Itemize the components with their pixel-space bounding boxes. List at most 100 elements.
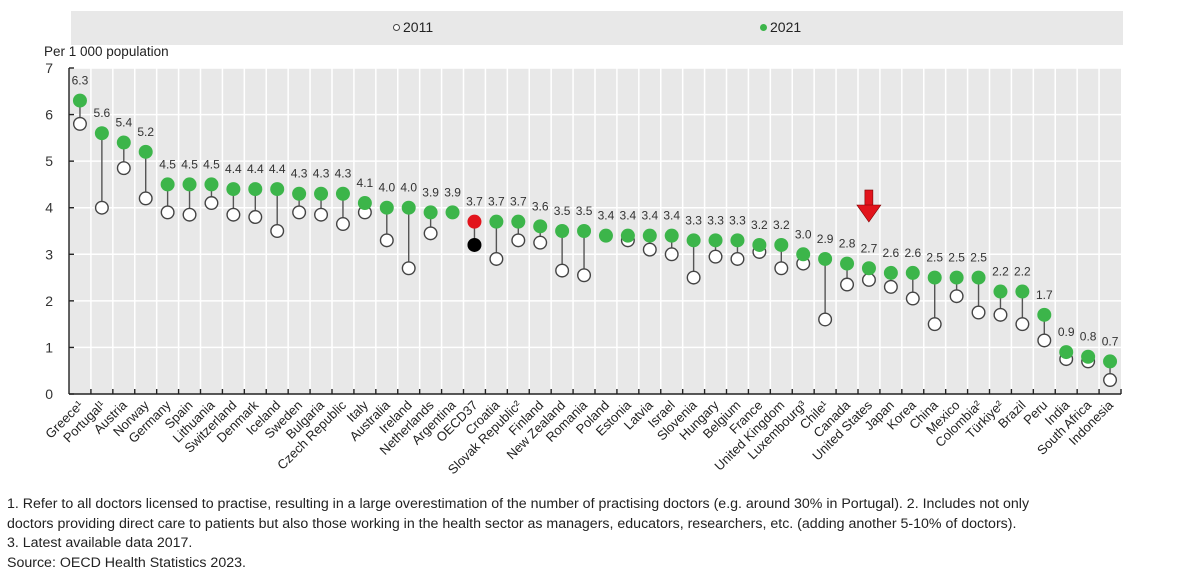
point-2021 [642,228,657,243]
point-2021 [905,265,920,280]
point-2011 [1037,333,1052,348]
data-label: 2.5 [948,251,965,265]
point-2011 [555,263,570,278]
point-2011 [905,291,920,306]
data-label: 4.3 [335,167,352,181]
point-2021 [357,196,372,211]
data-label: 0.9 [1058,325,1075,339]
point-2021 [160,177,175,192]
data-label: 3.3 [729,213,746,227]
point-2021 [927,270,942,285]
point-2011 [72,116,87,131]
point-2021 [708,233,723,248]
point-2011 [971,305,986,320]
point-2021 [445,205,460,220]
point-2011 [1103,373,1118,388]
data-label: 2.5 [926,251,943,265]
point-2011 [708,249,723,264]
data-label: 3.2 [773,218,790,232]
data-label: 3.5 [554,204,571,218]
point-2011 [292,205,307,220]
data-label: 0.8 [1080,330,1097,344]
legend-item-2021: 2021 [760,19,801,35]
point-2021 [686,233,701,248]
hollow-circle-icon [393,23,400,31]
data-label: 3.4 [620,209,637,223]
data-label: 4.4 [247,162,264,176]
point-2011 [379,233,394,248]
point-2021 [379,200,394,215]
point-2021 [270,182,285,197]
point-2021 [226,182,241,197]
point-2011 [840,277,855,292]
point-2021 [1015,284,1030,299]
point-2011 [927,317,942,332]
data-label: 4.0 [378,181,395,195]
point-2021 [116,135,131,150]
point-2021 [335,186,350,201]
data-label: 3.0 [795,227,812,241]
point-2011 [138,191,153,206]
data-label: 3.9 [444,185,461,199]
data-label: 3.4 [663,209,680,223]
data-label: 4.5 [203,157,220,171]
point-2021 [818,251,833,266]
point-2021 [138,144,153,159]
point-2011 [818,312,833,327]
filled-circle-icon [760,23,767,31]
data-label: 3.4 [598,209,615,223]
y-tick-label: 4 [45,200,53,216]
footnote-3: 3. Latest available data 2017. [7,535,193,551]
data-label: 2.2 [1014,265,1031,279]
legend-label-2021: 2021 [770,19,802,35]
point-2021 [533,219,548,234]
point-2011 [248,210,263,225]
data-label: 1.7 [1036,288,1053,302]
point-2011 [861,272,876,287]
data-label: 6.3 [72,74,89,88]
data-label: 5.4 [115,116,132,130]
y-tick-label: 5 [45,153,53,169]
data-label: 2.8 [839,237,856,251]
data-label: 4.5 [181,157,198,171]
point-2011 [642,242,657,257]
point-2021 [752,237,767,252]
data-label: 3.7 [488,195,505,209]
point-2021 [292,186,307,201]
point-2021 [182,177,197,192]
point-2011 [686,270,701,285]
point-2011 [226,207,241,222]
point-2011 [270,223,285,238]
point-2021 [1103,354,1118,369]
point-2021 [730,233,745,248]
point-2021 [94,126,109,141]
point-2011 [949,289,964,304]
point-2021 [204,177,219,192]
y-tick-label: 1 [45,339,53,355]
point-2011 [423,226,438,241]
data-label: 3.6 [532,199,549,213]
point-2021 [423,205,438,220]
point-2011 [204,196,219,211]
point-2021 [577,224,592,238]
point-2021 [314,186,329,201]
point-2011 [511,233,526,248]
data-label: 4.1 [357,176,374,190]
arrow-head [856,204,882,223]
point-2021 [511,214,526,229]
data-label: 3.7 [466,195,483,209]
point-2011 [1015,317,1030,332]
point-2021 [467,214,482,229]
data-label: 4.4 [225,162,242,176]
point-2021 [72,93,87,108]
data-label: 0.7 [1102,334,1119,348]
y-axis-label: Per 1 000 population [44,44,169,59]
point-2021 [1081,349,1096,364]
point-2011 [489,251,504,266]
point-2021 [1059,345,1074,360]
data-label: 2.2 [992,265,1009,279]
y-tick-label: 0 [45,386,53,402]
data-label: 4.3 [313,167,330,181]
point-2011 [467,237,482,252]
point-2011 [883,279,898,294]
